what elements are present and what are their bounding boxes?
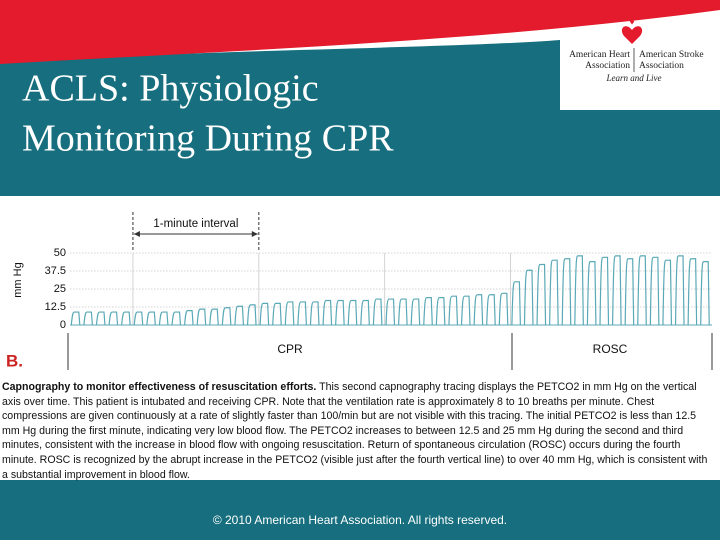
breath-waveform [171, 311, 182, 326]
logo-torch: ♦ [629, 16, 634, 27]
breath-waveform [460, 295, 471, 326]
breath-waveform [183, 310, 194, 326]
breath-waveform [335, 299, 345, 326]
breath-waveform [360, 299, 370, 326]
logo-text: Association [639, 61, 684, 71]
breath-waveform [70, 311, 81, 326]
arrow-head [251, 231, 258, 237]
title-line: ACLS: Physiologic [22, 68, 319, 110]
y-tick-label: 50 [54, 247, 66, 259]
title-line: Monitoring During CPR [22, 118, 394, 160]
footer: © 2010 American Heart Association. All r… [213, 513, 507, 527]
breath-waveform [410, 298, 421, 326]
breath-waveform [574, 255, 584, 326]
interval-label: 1-minute interval [153, 218, 238, 230]
breath-waveform [234, 305, 245, 326]
figure-panel [0, 196, 720, 480]
y-axis-label: mm Hg [12, 262, 24, 297]
breath-waveform [95, 311, 106, 326]
breath-waveform [209, 308, 219, 326]
breath-waveform [246, 304, 257, 326]
breath-waveform [435, 297, 446, 326]
breath-waveform [146, 311, 156, 326]
breath-waveform [511, 281, 521, 326]
breath-waveform [687, 258, 698, 326]
breath-waveform [649, 256, 660, 326]
breath-waveform [423, 297, 433, 326]
logo-text: Association [585, 61, 630, 71]
breath-waveform [561, 258, 572, 326]
y-tick-label: 37.5 [45, 265, 66, 277]
breath-waveform [347, 299, 358, 326]
breath-waveform [121, 311, 131, 326]
breath-waveform [448, 295, 459, 326]
breath-waveform [83, 311, 93, 326]
breath-waveform [272, 302, 282, 326]
breath-waveform [284, 301, 295, 326]
logo-tagline: Learn and Live [606, 73, 662, 83]
breath-waveform [397, 298, 408, 326]
breath-waveform [599, 256, 610, 326]
breath-waveform [309, 301, 320, 326]
breath-waveform [700, 261, 710, 326]
breath-waveform [221, 307, 232, 326]
panel-label: B. [6, 351, 23, 370]
caption-body: This second capnography tracing displays… [2, 381, 708, 481]
breath-waveform [523, 269, 534, 326]
breath-waveform [322, 299, 333, 326]
breath-waveform [259, 302, 270, 326]
breath-waveform [473, 294, 484, 326]
breath-waveform [536, 263, 547, 326]
phase-label: ROSC [593, 342, 628, 356]
breath-waveform [586, 261, 597, 326]
phase-label: CPR [277, 342, 303, 356]
red-band [0, 0, 720, 64]
breath-waveform [297, 301, 307, 326]
breath-waveform [133, 311, 144, 326]
breath-waveform [624, 258, 635, 326]
breath-waveform [662, 259, 673, 326]
logo-heart [621, 26, 643, 44]
breath-waveform [611, 255, 622, 326]
logo-text: American Stroke [639, 50, 704, 60]
breath-waveform [372, 298, 383, 326]
caption-lead: Capnography to monitor effectiveness of … [2, 381, 317, 393]
breath-waveform [196, 308, 207, 326]
breath-waveform [385, 298, 396, 326]
y-tick-label: 25 [54, 283, 66, 295]
logo-text: American Heart [569, 50, 630, 60]
caption: Capnography to monitor effectiveness of … [2, 380, 716, 482]
breath-waveform [637, 255, 647, 326]
interval-label-bg [143, 216, 248, 230]
breath-waveform [158, 311, 169, 326]
breath-waveform [498, 292, 509, 326]
y-tick-label: 0 [60, 319, 66, 331]
breath-waveform [674, 255, 685, 326]
breath-waveform [108, 311, 119, 326]
arrow-head [133, 231, 140, 237]
breath-waveform [549, 259, 559, 326]
y-tick-label: 12.5 [45, 301, 66, 313]
breath-waveform [486, 294, 496, 326]
